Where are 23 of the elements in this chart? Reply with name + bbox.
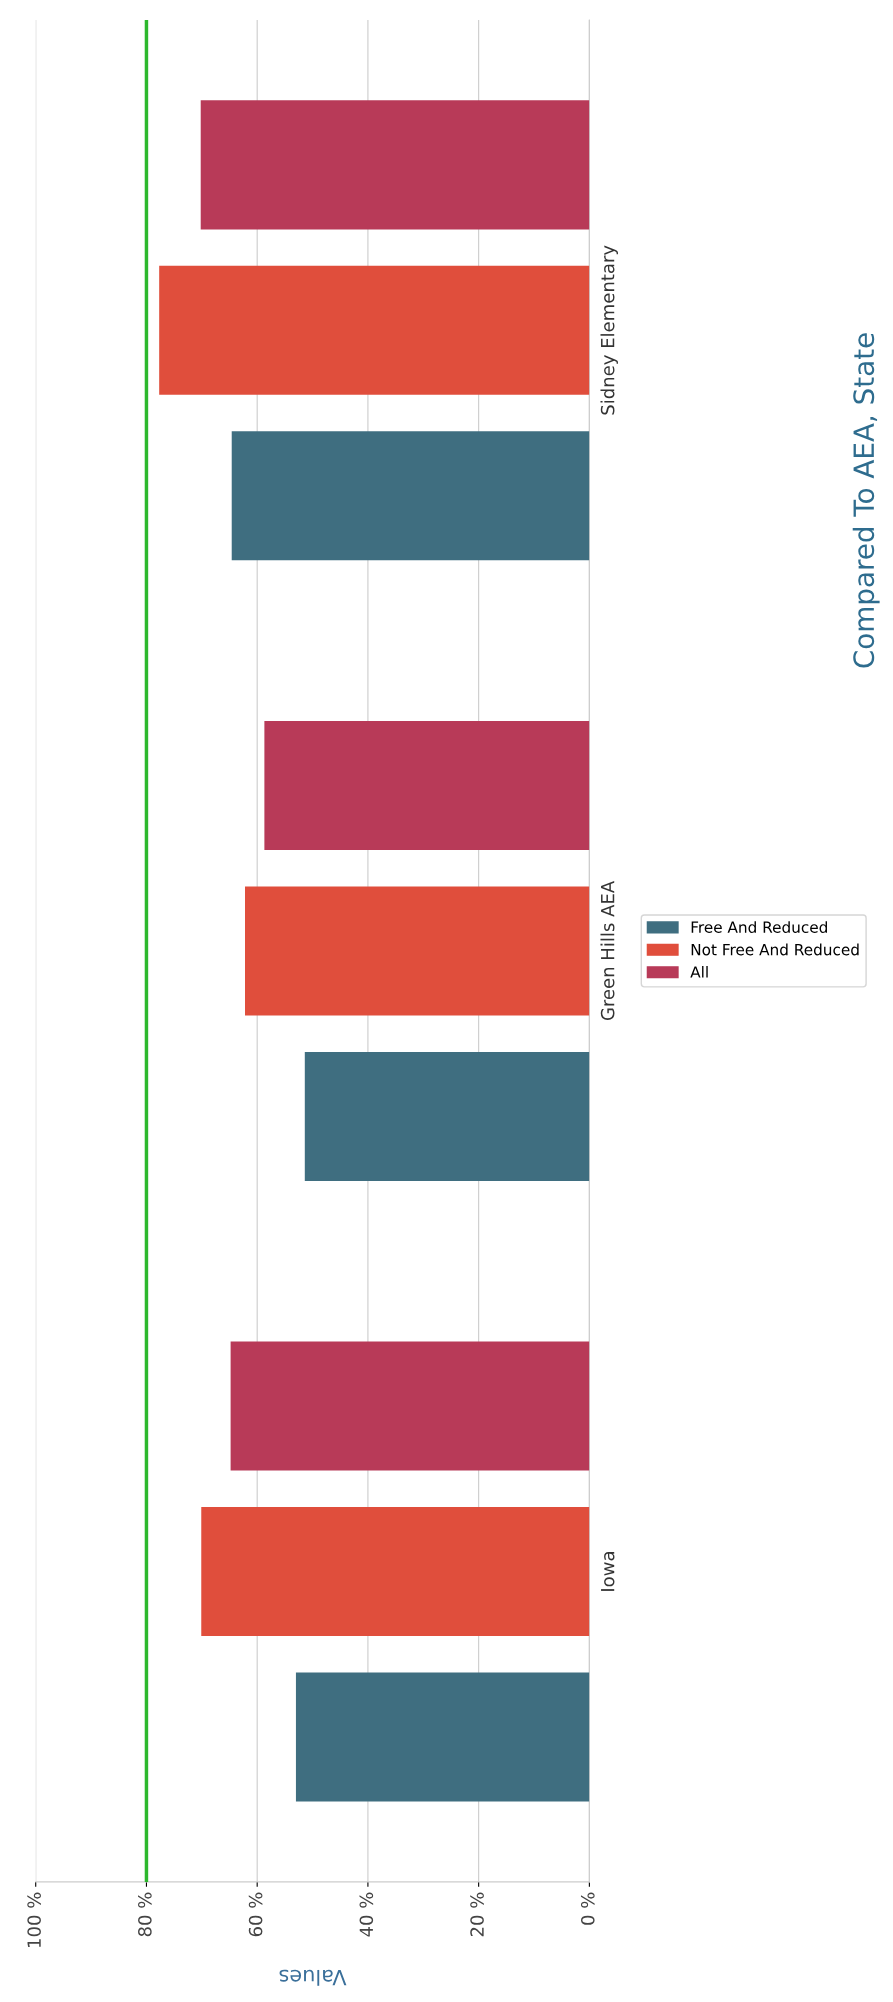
bar [304,1051,590,1181]
bar [230,1341,590,1471]
x-tick-label: 100 % [27,1892,41,1947]
text: Compared To AEA, State [852,333,880,668]
legend-label: Not Free And Reduced [691,943,859,956]
y-tick-label: Green Hills AEA [600,880,615,1021]
x-tick-label: 0 % [580,1892,595,1925]
legend-label: Free And Reduced [691,921,827,933]
y-tick-label: Iowa [601,1552,615,1591]
bar [245,886,590,1016]
x-tick-label: 60 % [248,1892,263,1937]
bar [201,1507,590,1637]
bar [295,1672,590,1802]
x-axis-title: Values [279,1969,347,1986]
y-tick-label: Sidney Elementary [600,245,618,415]
x-tick-label: 80 % [138,1892,152,1937]
bar [159,265,590,395]
legend-label: All [690,965,708,978]
x-tick-label: 40 % [359,1892,374,1937]
bar [200,100,590,230]
x-tick-label: 20 % [470,1892,484,1937]
bar [231,431,590,561]
bar [264,720,590,850]
